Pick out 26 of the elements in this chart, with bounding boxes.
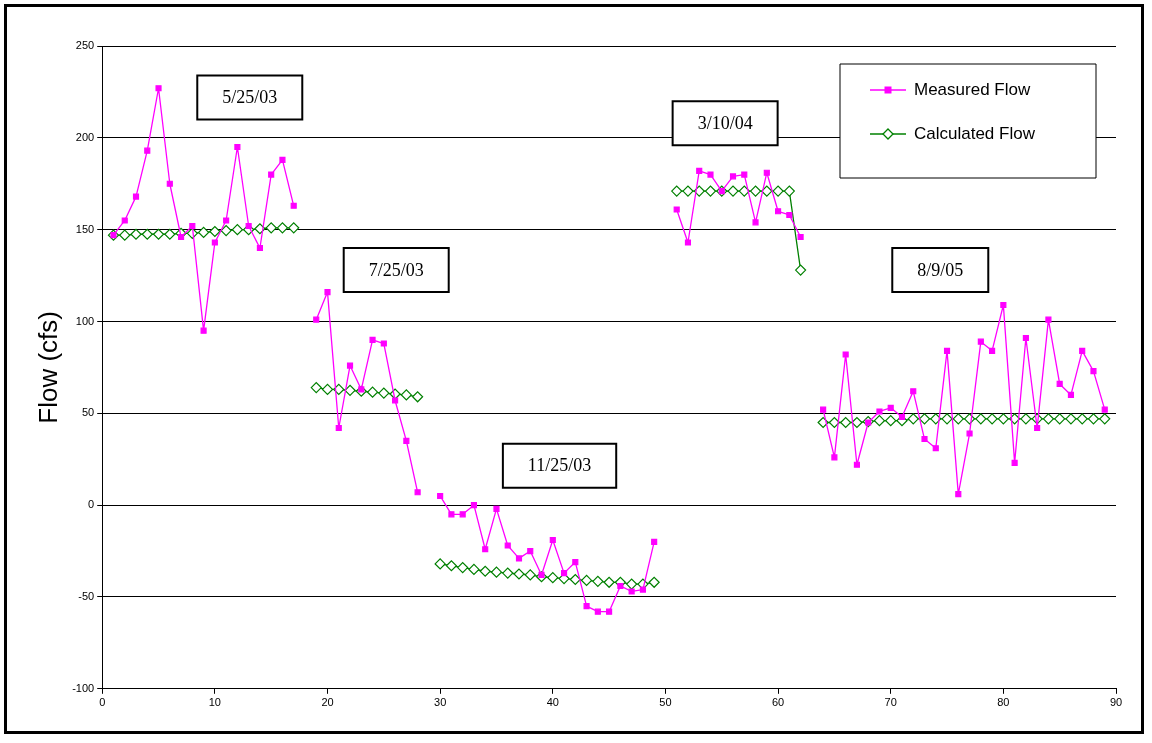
legend-label: Calculated Flow — [914, 123, 1036, 143]
y-tick-label: -50 — [78, 590, 95, 602]
x-tick-label: 0 — [99, 696, 106, 709]
y-tick-label: 250 — [75, 39, 95, 52]
x-tick-label: 30 — [434, 696, 447, 709]
x-tick-label: 80 — [997, 696, 1010, 709]
y-tick-label: 100 — [75, 314, 95, 327]
annotation: 7/25/03 — [368, 259, 424, 280]
y-tick-label: 200 — [75, 130, 95, 143]
y-tick-label: 150 — [75, 222, 95, 235]
annotation: 3/10/04 — [697, 112, 753, 133]
x-tick-label: 70 — [884, 696, 897, 709]
annotation: 8/9/05 — [917, 259, 964, 280]
x-tick-label: 90 — [1109, 696, 1123, 709]
annotation: 5/25/03 — [222, 87, 278, 108]
y-axis-title: Flow (cfs) — [32, 311, 63, 424]
x-tick-label: 40 — [546, 696, 559, 709]
y-tick-label: 0 — [88, 498, 95, 511]
legend-label: Measured Flow — [914, 79, 1031, 99]
x-tick-label: 10 — [208, 696, 221, 709]
annotation: 11/25/03 — [527, 455, 592, 476]
y-tick-label: -100 — [72, 681, 95, 694]
x-tick-label: 50 — [659, 696, 672, 709]
x-tick-label: 60 — [771, 696, 785, 709]
x-tick-label: 20 — [321, 696, 334, 709]
y-tick-label: 50 — [81, 406, 95, 419]
